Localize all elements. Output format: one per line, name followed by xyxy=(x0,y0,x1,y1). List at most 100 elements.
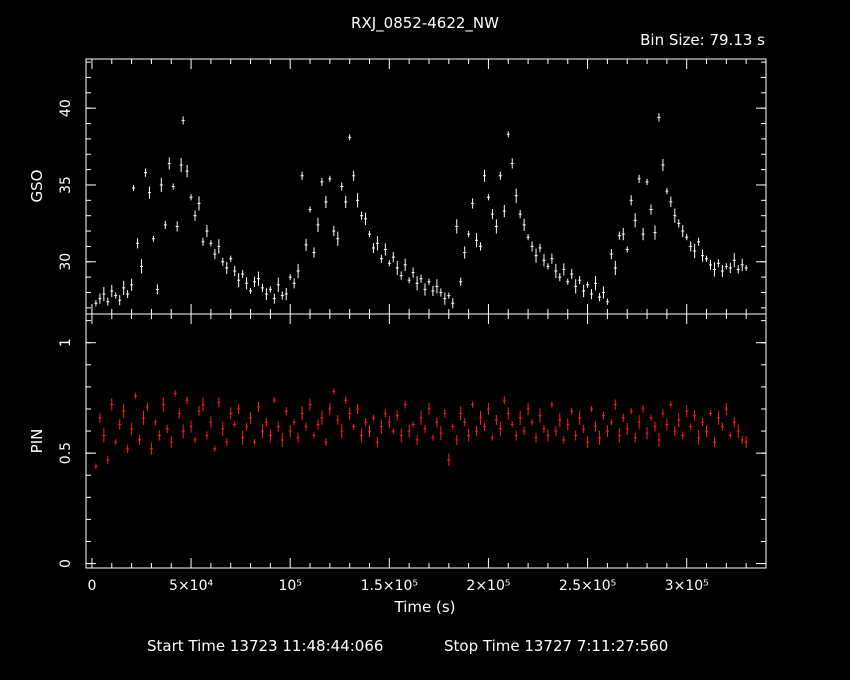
data-point xyxy=(165,424,169,433)
data-point xyxy=(324,195,328,208)
data-point xyxy=(229,255,233,262)
data-point xyxy=(253,276,257,287)
data-point xyxy=(237,273,241,288)
data-point xyxy=(181,116,185,125)
data-point xyxy=(594,421,598,432)
data-point xyxy=(336,414,340,426)
data-point xyxy=(514,188,518,203)
gso-x-ticks xyxy=(91,59,767,314)
data-point xyxy=(443,292,447,305)
data-point xyxy=(288,424,292,438)
data-point xyxy=(245,422,249,431)
data-point xyxy=(324,438,328,447)
data-point xyxy=(467,231,471,238)
data-point xyxy=(284,287,288,301)
data-point xyxy=(534,248,538,263)
data-point xyxy=(701,249,705,262)
data-point xyxy=(439,426,443,441)
data-point xyxy=(268,429,272,442)
data-point xyxy=(653,225,657,240)
data-point xyxy=(395,410,399,421)
data-point xyxy=(280,432,284,448)
data-point xyxy=(364,212,368,225)
data-point xyxy=(245,277,249,290)
data-point xyxy=(189,420,193,433)
data-point xyxy=(625,422,629,435)
data-point xyxy=(134,392,138,399)
data-point xyxy=(205,431,209,440)
data-point xyxy=(605,298,609,305)
data-point xyxy=(518,410,522,425)
data-point xyxy=(637,174,641,183)
data-point xyxy=(147,186,151,199)
data-point xyxy=(542,254,546,267)
data-point xyxy=(570,268,574,280)
data-point xyxy=(530,419,534,426)
data-point xyxy=(229,407,233,420)
data-point xyxy=(609,248,613,260)
data-point xyxy=(217,397,221,408)
data-point xyxy=(241,269,245,279)
data-point xyxy=(395,260,399,276)
data-point xyxy=(260,423,264,439)
data-point xyxy=(379,254,383,263)
x-tick-label: 10⁵ xyxy=(278,578,301,594)
data-point xyxy=(471,401,475,408)
data-point xyxy=(613,260,617,276)
data-point xyxy=(728,432,732,439)
data-point xyxy=(169,436,173,449)
data-point xyxy=(423,424,427,433)
data-point xyxy=(720,422,724,431)
gso-panel: GSO 30 35 40 xyxy=(28,58,767,315)
data-point xyxy=(145,402,149,411)
data-point xyxy=(649,204,653,215)
data-point xyxy=(697,430,701,445)
data-point xyxy=(542,424,546,433)
data-point xyxy=(740,435,744,444)
data-point xyxy=(566,418,570,431)
data-point xyxy=(175,221,179,232)
data-point xyxy=(665,418,669,431)
data-point xyxy=(479,242,483,251)
data-point xyxy=(558,273,562,282)
data-point xyxy=(110,284,114,298)
data-point xyxy=(387,260,391,267)
data-point xyxy=(340,423,344,439)
data-point xyxy=(225,438,229,447)
data-point xyxy=(308,206,312,213)
data-point xyxy=(526,234,530,241)
data-point xyxy=(653,421,657,432)
pin-axis-label: PIN xyxy=(28,429,46,454)
data-point xyxy=(197,406,201,417)
data-point xyxy=(411,267,415,278)
data-point xyxy=(629,408,633,415)
data-point xyxy=(415,276,419,291)
data-point xyxy=(427,278,431,285)
x-tick-label: 2.5×10⁵ xyxy=(559,578,616,594)
data-point xyxy=(538,243,542,253)
data-point xyxy=(209,416,213,429)
data-point xyxy=(482,169,486,182)
data-point xyxy=(685,234,689,241)
data-point xyxy=(609,419,613,426)
data-point xyxy=(673,425,677,437)
data-point xyxy=(740,258,744,271)
data-point xyxy=(475,233,479,248)
data-point xyxy=(427,402,431,416)
data-point xyxy=(673,208,677,223)
data-point xyxy=(435,417,439,428)
data-point xyxy=(550,253,554,264)
data-point xyxy=(157,430,161,441)
data-point xyxy=(494,219,498,234)
data-point xyxy=(344,396,348,405)
data-point xyxy=(681,224,685,238)
data-point xyxy=(122,404,126,419)
data-point xyxy=(689,241,693,252)
data-point xyxy=(217,239,221,254)
data-point xyxy=(132,184,136,192)
data-point xyxy=(98,293,102,304)
data-point xyxy=(677,412,681,428)
data-point xyxy=(689,423,693,430)
data-point xyxy=(356,193,360,208)
